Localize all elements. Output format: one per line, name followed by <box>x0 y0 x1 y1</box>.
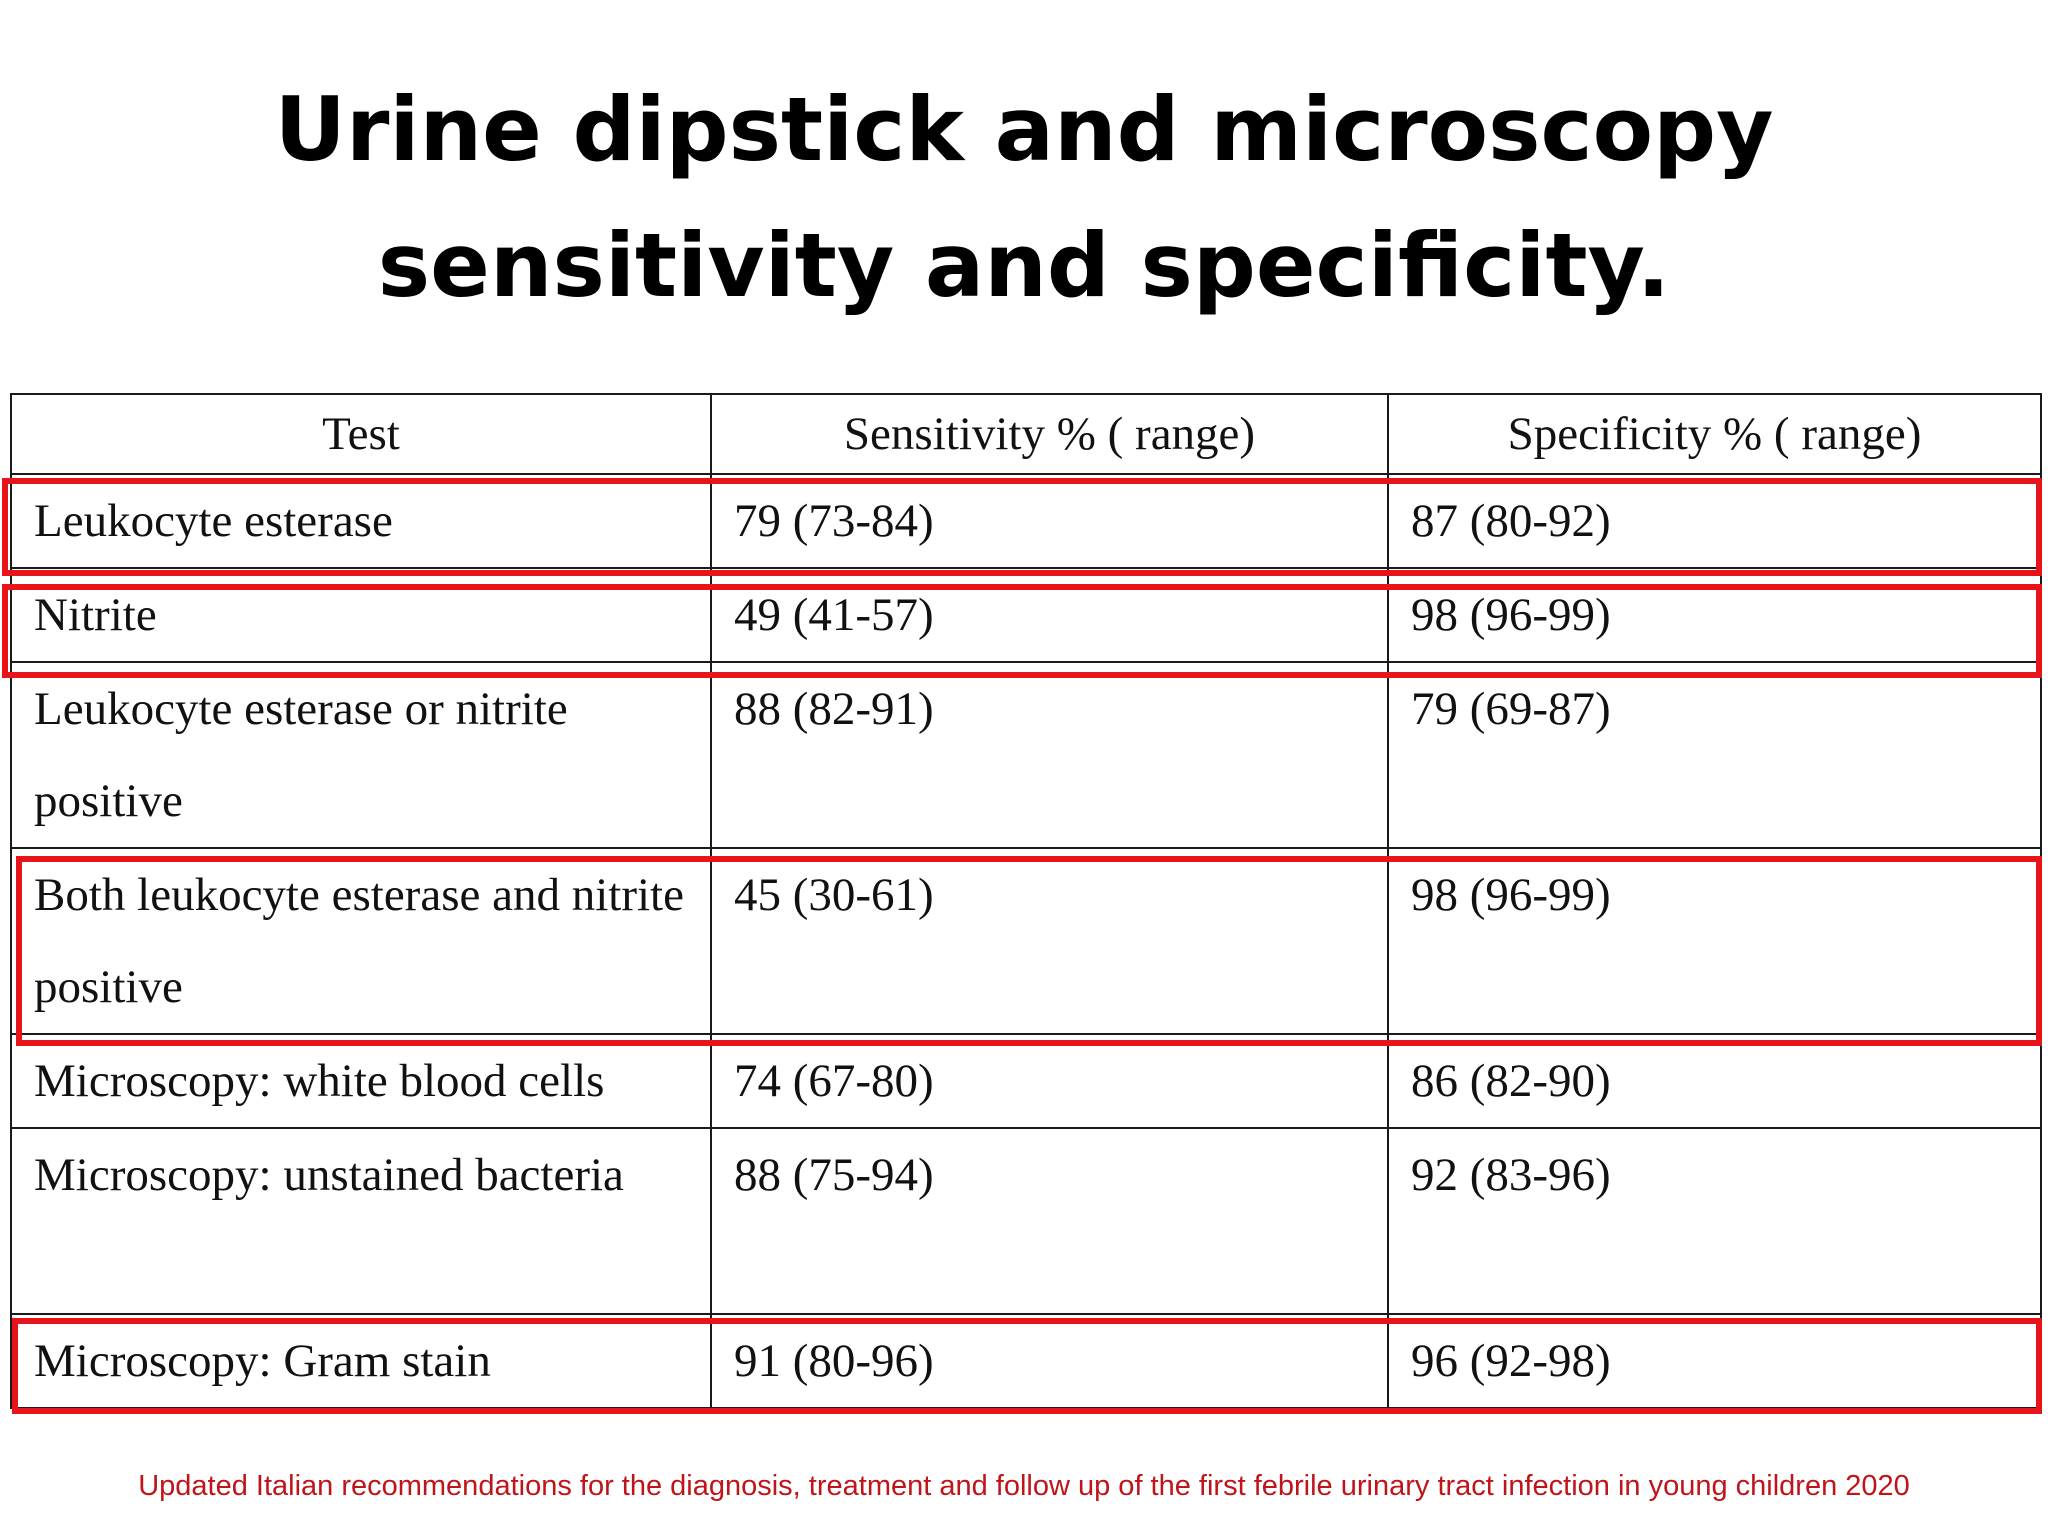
table-row: Leukocyte esterase or nitrite positive 8… <box>10 661 2042 849</box>
specificity-cell: 98 (96-99) <box>1387 847 2042 1035</box>
title-line-1: Urine dipstick and microscopy <box>274 78 1774 181</box>
table-row: Microscopy: Gram stain 91 (80-96) 96 (92… <box>10 1313 2042 1409</box>
sensitivity-cell: 88 (75-94) <box>710 1127 1389 1315</box>
test-cell: Both leukocyte esterase and nitrite posi… <box>10 847 712 1035</box>
test-cell: Microscopy: Gram stain <box>10 1313 712 1409</box>
specificity-cell: 98 (96-99) <box>1387 567 2042 663</box>
citation: Updated Italian recommendations for the … <box>138 1470 1910 1502</box>
test-cell: Leukocyte esterase <box>10 473 712 569</box>
sensitivity-cell: 91 (80-96) <box>710 1313 1389 1409</box>
sensitivity-cell: 49 (41-57) <box>710 567 1389 663</box>
results-table-container: Test Sensitivity % ( range) Specificity … <box>10 393 2042 1413</box>
sensitivity-cell: 88 (82-91) <box>710 661 1389 849</box>
column-header-test: Test <box>10 393 712 475</box>
column-header-specificity: Specificity % ( range) <box>1387 393 2042 475</box>
specificity-cell: 87 (80-92) <box>1387 473 2042 569</box>
table-row: Leukocyte esterase 79 (73-84) 87 (80-92) <box>10 473 2042 569</box>
table-row: Nitrite 49 (41-57) 98 (96-99) <box>10 567 2042 663</box>
sensitivity-specificity-table: Test Sensitivity % ( range) Specificity … <box>10 393 2042 1409</box>
specificity-cell: 79 (69-87) <box>1387 661 2042 849</box>
table-row: Both leukocyte esterase and nitrite posi… <box>10 847 2042 1035</box>
column-header-sensitivity: Sensitivity % ( range) <box>710 393 1389 475</box>
title-line-2: sensitivity and specificity. <box>377 214 1671 317</box>
sensitivity-cell: 45 (30-61) <box>710 847 1389 1035</box>
table-row: Microscopy: unstained bacteria 88 (75-94… <box>10 1127 2042 1315</box>
specificity-cell: 96 (92-98) <box>1387 1313 2042 1409</box>
table-header-row: Test Sensitivity % ( range) Specificity … <box>10 393 2042 475</box>
specificity-cell: 86 (82-90) <box>1387 1033 2042 1129</box>
sensitivity-cell: 79 (73-84) <box>710 473 1389 569</box>
specificity-cell: 92 (83-96) <box>1387 1127 2042 1315</box>
test-cell: Leukocyte esterase or nitrite positive <box>10 661 712 849</box>
test-cell: Microscopy: unstained bacteria <box>10 1127 712 1315</box>
sensitivity-cell: 74 (67-80) <box>710 1033 1389 1129</box>
test-cell: Microscopy: white blood cells <box>10 1033 712 1129</box>
test-cell: Nitrite <box>10 567 712 663</box>
table-row: Microscopy: white blood cells 74 (67-80)… <box>10 1033 2042 1129</box>
slide-title: Urine dipstick and microscopy sensitivit… <box>0 62 2048 334</box>
